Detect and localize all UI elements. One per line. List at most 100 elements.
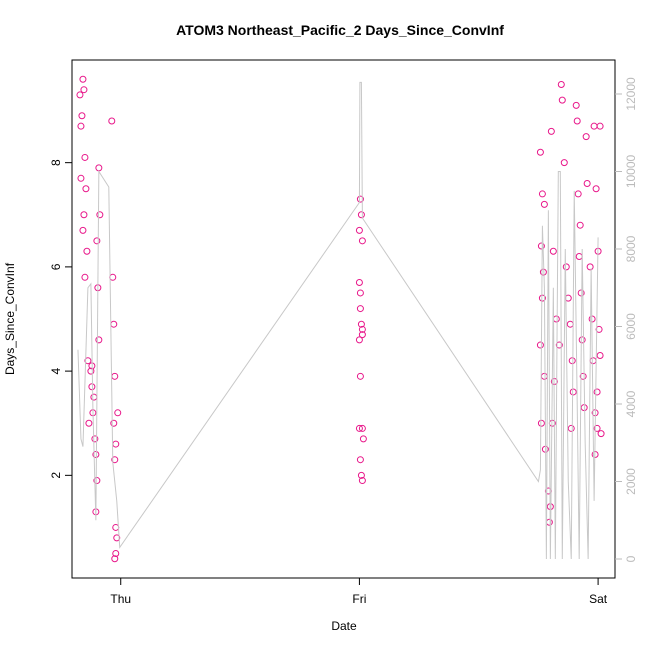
x-axis-label: Date <box>331 619 357 633</box>
data-point <box>582 133 590 141</box>
data-point <box>574 190 582 198</box>
x-tick-label: Thu <box>110 592 131 606</box>
x-tick-label: Fri <box>352 592 366 606</box>
y-tick-label: 8 <box>49 159 63 166</box>
y-axis-label: Days_Since_ConvInf <box>3 262 17 375</box>
data-point <box>540 372 548 380</box>
data-point <box>82 185 90 193</box>
data-point <box>355 336 363 344</box>
data-point <box>108 117 116 125</box>
data-point <box>78 112 86 120</box>
chart-title: ATOM3 Northeast_Pacific_2 Days_Since_Con… <box>176 22 504 38</box>
data-point <box>81 153 89 161</box>
data-point <box>577 289 585 297</box>
data-point <box>91 435 99 443</box>
data-point <box>355 424 363 432</box>
y2-tick-label: 6000 <box>624 313 638 340</box>
data-point <box>112 440 120 448</box>
y2-tick-label: 4000 <box>624 390 638 417</box>
data-point <box>545 518 553 526</box>
data-point <box>79 226 87 234</box>
data-point <box>87 367 95 375</box>
data-point <box>111 372 119 380</box>
data-point <box>88 383 96 391</box>
data-point <box>96 211 104 219</box>
data-point <box>84 357 92 365</box>
data-point <box>358 237 366 245</box>
data-point <box>357 211 365 219</box>
y2-tick-label: 8000 <box>624 235 638 262</box>
data-point <box>555 341 563 349</box>
data-point <box>80 86 88 94</box>
data-point <box>558 96 566 104</box>
data-point <box>358 331 366 339</box>
data-point <box>110 419 118 427</box>
data-point <box>536 148 544 156</box>
data-point <box>111 456 119 464</box>
y-tick-label: 2 <box>49 472 63 479</box>
data-point <box>583 180 591 188</box>
y-tick-label: 6 <box>49 263 63 270</box>
data-point <box>567 424 575 432</box>
data-point <box>114 409 122 417</box>
data-point <box>593 388 601 396</box>
y2-tick-label: 10000 <box>624 154 638 188</box>
data-point <box>112 550 120 558</box>
data-point <box>536 341 544 349</box>
data-point <box>568 357 576 365</box>
data-point <box>557 80 565 88</box>
data-point <box>356 289 364 297</box>
data-point <box>95 164 103 172</box>
data-point <box>575 252 583 260</box>
data-point <box>573 117 581 125</box>
data-point <box>355 226 363 234</box>
data-point <box>538 294 546 302</box>
data-point <box>589 357 597 365</box>
data-point <box>359 435 367 443</box>
data-point <box>537 419 545 427</box>
data-point <box>90 393 98 401</box>
data-point <box>357 320 365 328</box>
data-point <box>566 320 574 328</box>
data-point <box>579 372 587 380</box>
data-point <box>356 456 364 464</box>
y2-tick-label: 2000 <box>624 468 638 495</box>
data-point <box>547 127 555 135</box>
data-point <box>552 315 560 323</box>
data-point <box>549 247 557 255</box>
data-point <box>355 279 363 287</box>
data-point <box>80 211 88 219</box>
data-point <box>93 477 101 485</box>
data-point <box>592 185 600 193</box>
data-point <box>110 320 118 328</box>
data-point <box>537 242 545 250</box>
x-tick-label: Sat <box>589 592 608 606</box>
data-point <box>85 419 93 427</box>
data-point <box>95 336 103 344</box>
data-point <box>596 122 604 130</box>
y2-tick-label: 12000 <box>624 77 638 111</box>
data-point <box>576 221 584 229</box>
data-point <box>77 174 85 182</box>
data-point <box>356 195 364 203</box>
data-point <box>83 247 91 255</box>
data-point <box>586 263 594 271</box>
data-point <box>358 477 366 485</box>
plot-frame <box>71 59 616 579</box>
y-tick-label: 4 <box>49 367 63 374</box>
data-point <box>93 237 101 245</box>
data-point <box>597 430 605 438</box>
data-point <box>79 75 87 83</box>
data-point <box>358 325 366 333</box>
data-point <box>596 351 604 359</box>
data-point <box>357 471 365 479</box>
data-point <box>92 450 100 458</box>
data-line <box>77 81 599 560</box>
data-point <box>356 372 364 380</box>
data-point <box>590 122 598 130</box>
data-point <box>77 122 85 130</box>
data-point <box>569 388 577 396</box>
data-point <box>595 325 603 333</box>
data-point <box>113 534 121 542</box>
data-point <box>358 424 366 432</box>
